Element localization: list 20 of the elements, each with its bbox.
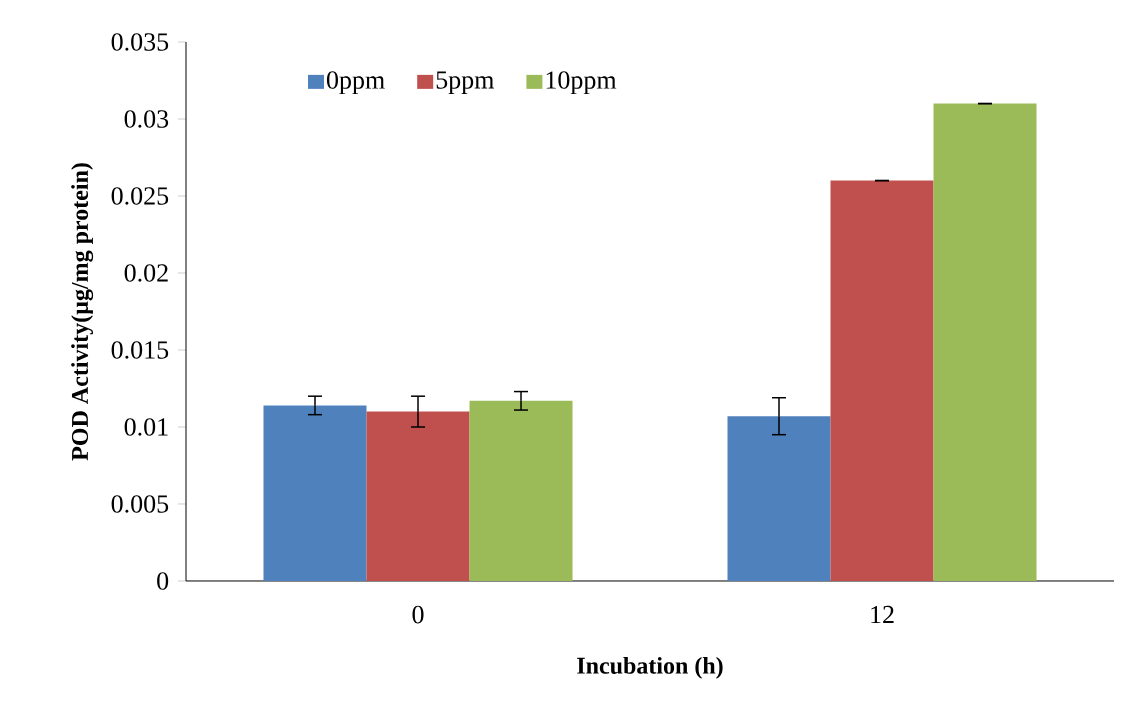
legend-label: 5ppm [436, 71, 494, 94]
y-tick-label: 0 [157, 572, 169, 590]
y-axis-title: POD Activity(µg/mg protein) [71, 163, 94, 461]
bar [469, 400, 573, 581]
bar [830, 180, 934, 581]
y-tick-label: 0.01 [124, 418, 168, 436]
y-tick-label: 0.02 [124, 264, 168, 282]
y-tick-label: 0.005 [111, 495, 169, 513]
bar [366, 411, 470, 581]
bar [933, 103, 1037, 581]
y-tick-label: 0.025 [111, 187, 169, 205]
legend-label: 0ppm [326, 71, 385, 95]
x-axis-title: Incubation (h) [577, 656, 723, 679]
bar [263, 405, 367, 581]
legend-label: 10ppm [546, 71, 617, 95]
y-tick-label: 0.03 [124, 110, 169, 128]
x-tick-label: 12 [871, 605, 894, 624]
y-tick-label: 0.015 [111, 341, 169, 359]
y-tick-label: 0.035 [111, 33, 169, 51]
bar [727, 416, 831, 581]
